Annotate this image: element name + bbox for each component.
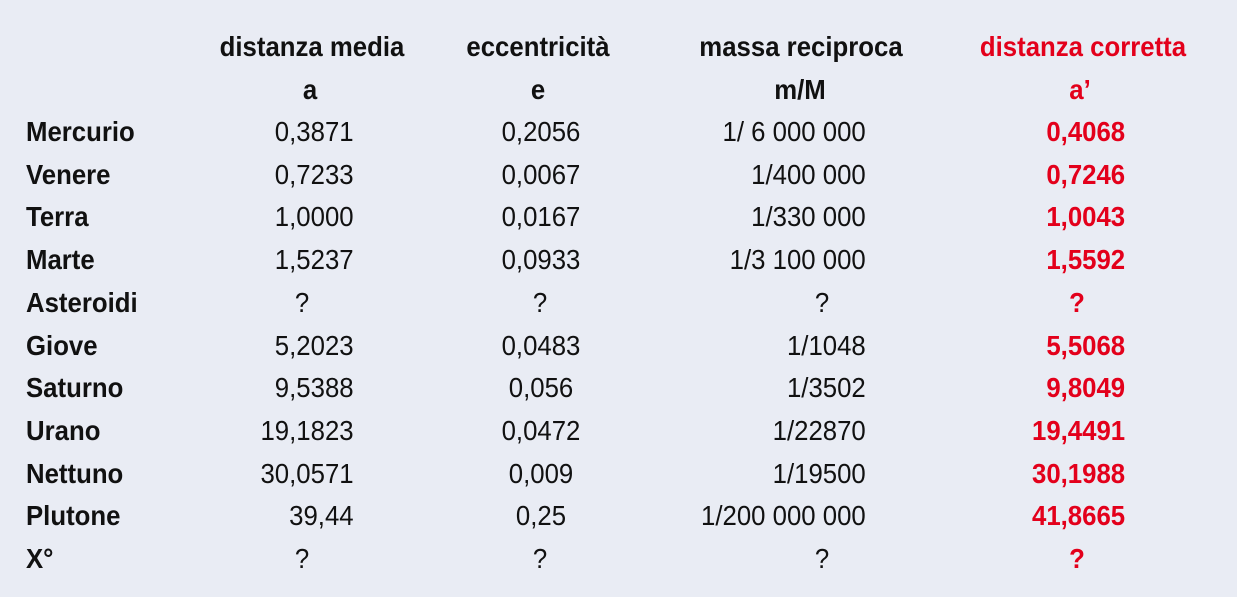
cell-distanza-media: 19,1823: [260, 415, 354, 446]
header-symbol-a-prime: a’: [1069, 74, 1091, 105]
cell-distanza-media: 5,2023: [274, 330, 354, 361]
cell-massa-reciproca: 1/200 000 000: [701, 500, 866, 531]
header-massa-reciproca: massa reciproca: [699, 31, 903, 62]
cell-eccentricita: 0,2056: [501, 116, 581, 147]
cell-distanza-media: ?: [294, 543, 310, 574]
cell-distanza-media: 30,0571: [260, 458, 354, 489]
row-label: X°: [26, 543, 54, 574]
cell-distanza-corretta: ?: [1069, 287, 1085, 318]
row-label: Asteroidi: [26, 287, 138, 318]
row-label: Urano: [26, 415, 101, 446]
cell-eccentricita: 0,0483: [501, 330, 581, 361]
cell-massa-reciproca: 1/1048: [786, 330, 866, 361]
cell-eccentricita: 0,056: [508, 372, 574, 403]
cell-distanza-media: 9,5388: [274, 372, 354, 403]
cell-eccentricita: 0,0933: [501, 244, 581, 275]
cell-massa-reciproca: 1/19500: [772, 458, 866, 489]
header-symbol-a: a: [302, 74, 318, 105]
cell-distanza-media: 39,44: [289, 500, 354, 531]
cell-distanza-corretta: 1,0043: [1046, 201, 1126, 232]
cell-distanza-corretta: 1,5592: [1046, 244, 1126, 275]
cell-massa-reciproca: 1/ 6 000 000: [722, 116, 866, 147]
cell-massa-reciproca: 1/22870: [772, 415, 866, 446]
cell-massa-reciproca: ?: [814, 287, 830, 318]
cell-distanza-corretta: 0,4068: [1046, 116, 1126, 147]
cell-eccentricita: 0,0472: [501, 415, 581, 446]
cell-eccentricita: 0,0167: [501, 201, 581, 232]
cell-eccentricita: ?: [532, 287, 548, 318]
cell-eccentricita: 0,009: [508, 458, 574, 489]
cell-distanza-corretta: 0,7246: [1046, 159, 1126, 190]
row-label: Giove: [26, 330, 98, 361]
cell-eccentricita: ?: [532, 543, 548, 574]
cell-massa-reciproca: ?: [814, 543, 830, 574]
header-eccentricita: eccentricità: [466, 31, 610, 62]
row-label: Terra: [26, 201, 89, 232]
cell-distanza-corretta: 5,5068: [1046, 330, 1126, 361]
cell-eccentricita: 0,25: [515, 500, 567, 531]
row-label: Mercurio: [26, 116, 135, 147]
cell-distanza-corretta: 9,8049: [1046, 372, 1126, 403]
header-distanza-media: distanza media: [219, 31, 405, 62]
header-distanza-corretta: distanza corretta: [979, 31, 1187, 62]
header-symbol-e: e: [530, 74, 546, 105]
cell-massa-reciproca: 1/3502: [786, 372, 866, 403]
cell-massa-reciproca: 1/3 100 000: [729, 244, 866, 275]
row-label: Plutone: [26, 500, 121, 531]
cell-distanza-corretta: 41,8665: [1031, 500, 1126, 531]
cell-distanza-media: 1,0000: [274, 201, 354, 232]
row-label: Saturno: [26, 372, 124, 403]
cell-distanza-media: 1,5237: [274, 244, 354, 275]
cell-distanza-corretta: ?: [1069, 543, 1085, 574]
cell-eccentricita: 0,0067: [501, 159, 581, 190]
row-label: Venere: [26, 159, 111, 190]
row-label: Marte: [26, 244, 95, 275]
cell-massa-reciproca: 1/400 000: [751, 159, 866, 190]
cell-distanza-corretta: 19,4491: [1031, 415, 1126, 446]
cell-massa-reciproca: 1/330 000: [751, 201, 866, 232]
cell-distanza-media: 0,7233: [274, 159, 354, 190]
cell-distanza-media: 0,3871: [274, 116, 354, 147]
header-symbol-m-over-M: m/M: [774, 74, 826, 105]
row-label: Nettuno: [26, 458, 124, 489]
cell-distanza-corretta: 30,1988: [1031, 458, 1126, 489]
cell-distanza-media: ?: [294, 287, 310, 318]
